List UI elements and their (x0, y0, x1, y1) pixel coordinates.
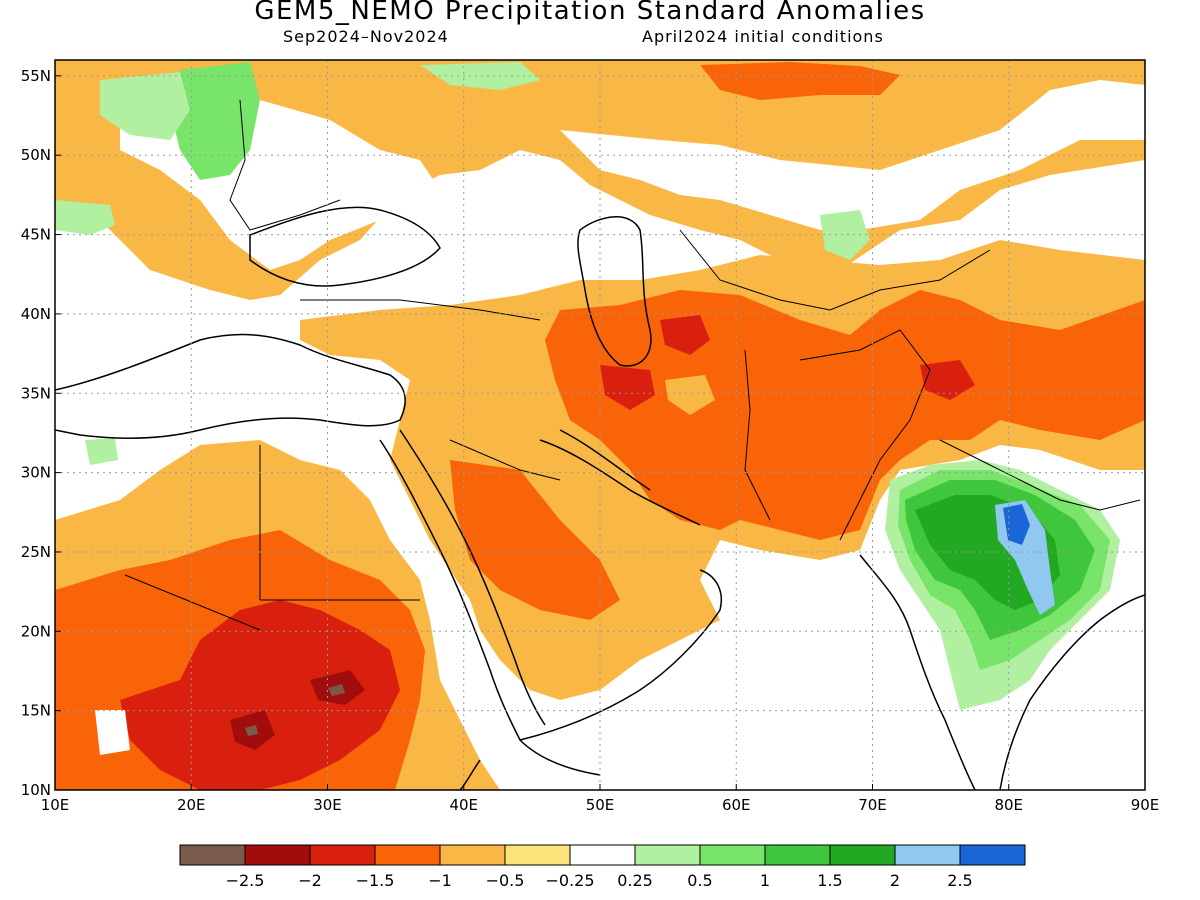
x-tick-label: 40E (449, 796, 478, 814)
y-tick-label: 45N (21, 226, 51, 244)
border-eu-east (229, 99, 341, 231)
x-tick-label: 10E (41, 796, 70, 814)
anomaly-sahel-white (95, 710, 130, 755)
coast-arabia-south (519, 569, 722, 741)
initial-conditions: April2024 initial conditions (642, 27, 884, 46)
anomaly-europe-wet-2 (100, 72, 190, 140)
border-iran-afghanistan (744, 349, 771, 521)
colorbar-swatch (179, 844, 246, 866)
border-afghanistan-pakistan (799, 329, 931, 541)
colorbar-swatch (244, 844, 311, 866)
colorbar-label: −2.5 (226, 871, 265, 890)
anomaly-west-wet (55, 200, 115, 235)
border-turkey (300, 299, 541, 321)
anomaly-sudan-peak-1 (328, 684, 345, 696)
x-tick-label: 70E (858, 796, 887, 814)
anomaly-iran-light-hole (665, 375, 715, 415)
colorbar-swatch (309, 844, 376, 866)
coast-red-sea (379, 429, 546, 741)
y-axis: 10N 15N 20N 25N 30N 35N 40N 45N 50N 55N (21, 67, 61, 799)
anomaly-pakistan-strong (920, 360, 975, 400)
anomaly-sudan-strong (120, 600, 400, 790)
y-tick-label: 35N (21, 384, 51, 402)
colorbar-label: 1.5 (817, 871, 842, 890)
anomaly-europe-wet-1 (170, 62, 260, 180)
coast-mediterranean (55, 333, 406, 440)
border-kazakhstan-south (679, 229, 991, 311)
x-tick-label: 20E (177, 796, 206, 814)
border-india-north (939, 439, 1141, 511)
coast-india (859, 554, 1145, 790)
anomaly-iran-strong-2 (600, 365, 655, 410)
x-tick-label: 90E (1131, 796, 1160, 814)
colorbar-label: −0.25 (545, 871, 594, 890)
colorbar-swatch (374, 844, 441, 866)
y-tick-label: 20N (21, 622, 51, 640)
borders (124, 99, 1141, 631)
x-axis: 10E 20E 30E 40E 50E 60E 70E 80E 90E (41, 784, 1160, 814)
coast-caspian-sea (577, 216, 652, 367)
forecast-period: Sep2024–Nov2024 (283, 27, 449, 46)
map-title: GEM5_NEMO Precipitation Standard Anomali… (254, 0, 926, 26)
y-tick-label: 25N (21, 543, 51, 561)
anomaly-east-wet-2 (820, 210, 870, 260)
border-chad-libya (124, 574, 261, 631)
colorbar: −2.5 −2 −1.5 −1 −0.5 −0.25 0.25 0.5 1 1.5 2 2.5 (179, 844, 1026, 890)
colorbar-label: −1.5 (356, 871, 395, 890)
y-tick-label: 40N (21, 305, 51, 323)
y-tick-label: 10N (21, 781, 51, 799)
anomaly-east-wet (420, 62, 540, 90)
anomaly-central-asia-white (560, 80, 1145, 230)
colorbar-swatch (764, 844, 831, 866)
y-tick-label: 55N (21, 67, 51, 85)
y-tick-label: 30N (21, 464, 51, 482)
anomaly-russia-mid (700, 62, 900, 100)
colorbar-swatch (699, 844, 766, 866)
colorbar-label: 0.5 (687, 871, 712, 890)
x-tick-label: 60E (722, 796, 751, 814)
coastlines (55, 206, 1145, 790)
anomaly-saudi-moderate (450, 460, 620, 620)
anomaly-africa-wet-spot (85, 438, 118, 465)
colorbar-swatch (569, 844, 636, 866)
colorbar-swatch (959, 844, 1026, 866)
border-saudi-iraq (449, 439, 561, 481)
colorbar-swatch (829, 844, 896, 866)
colorbar-swatch (439, 844, 506, 866)
anomaly-sudan-peak-2 (245, 725, 258, 736)
graticule (55, 60, 1145, 790)
coast-arabian-gulf (539, 429, 701, 526)
colorbar-label: 2 (890, 871, 900, 890)
coast-africa-horn (459, 739, 601, 790)
y-tick-label: 15N (21, 702, 51, 720)
colorbar-label: 2.5 (947, 871, 972, 890)
colorbar-swatch (634, 844, 701, 866)
colorbar-label: −1 (428, 871, 452, 890)
anomaly-iran-moderate (545, 290, 1145, 540)
colorbar-label: −0.5 (486, 871, 525, 890)
colorbar-swatch (504, 844, 571, 866)
colorbar-label: −2 (298, 871, 322, 890)
x-tick-label: 30E (313, 796, 342, 814)
colorbar-label: 1 (760, 871, 770, 890)
coast-black-sea (249, 206, 441, 287)
y-tick-label: 50N (21, 146, 51, 164)
colorbar-swatch (894, 844, 961, 866)
colorbar-label: 0.25 (617, 871, 653, 890)
x-tick-label: 50E (586, 796, 615, 814)
x-tick-label: 80E (994, 796, 1023, 814)
anomaly-iran-strong-1 (660, 315, 710, 355)
anomaly-india-wet-6 (1003, 504, 1030, 545)
